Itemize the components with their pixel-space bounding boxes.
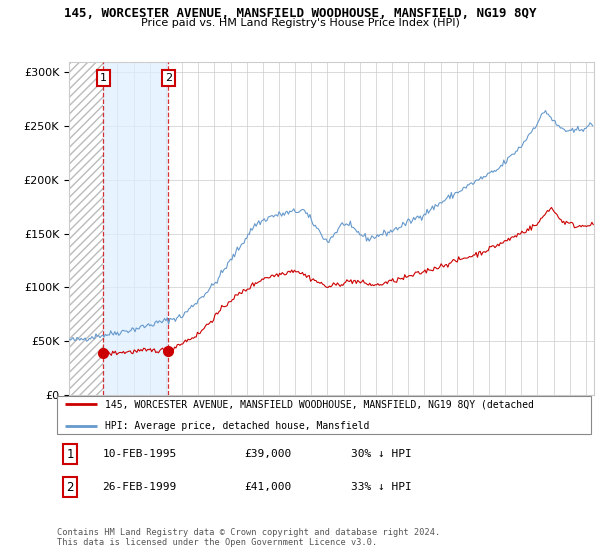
Bar <box>69 62 103 395</box>
Text: 145, WORCESTER AVENUE, MANSFIELD WOODHOUSE, MANSFIELD, NG19 8QY (detached: 145, WORCESTER AVENUE, MANSFIELD WOODHOU… <box>105 399 534 409</box>
Text: 2: 2 <box>165 73 172 83</box>
Text: 2: 2 <box>67 480 74 494</box>
Text: 10-FEB-1995: 10-FEB-1995 <box>103 449 176 459</box>
Text: 145, WORCESTER AVENUE, MANSFIELD WOODHOUSE, MANSFIELD, NG19 8QY: 145, WORCESTER AVENUE, MANSFIELD WOODHOU… <box>64 7 536 20</box>
Bar <box>103 62 169 395</box>
FancyBboxPatch shape <box>57 396 591 434</box>
Text: Contains HM Land Registry data © Crown copyright and database right 2024.
This d: Contains HM Land Registry data © Crown c… <box>57 528 440 547</box>
Text: Price paid vs. HM Land Registry's House Price Index (HPI): Price paid vs. HM Land Registry's House … <box>140 18 460 28</box>
Text: 26-FEB-1999: 26-FEB-1999 <box>103 482 176 492</box>
Text: HPI: Average price, detached house, Mansfield: HPI: Average price, detached house, Mans… <box>105 421 370 431</box>
Text: 1: 1 <box>67 447 74 461</box>
Text: 30% ↓ HPI: 30% ↓ HPI <box>351 449 412 459</box>
Text: 33% ↓ HPI: 33% ↓ HPI <box>351 482 412 492</box>
Text: 1: 1 <box>100 73 107 83</box>
Text: £39,000: £39,000 <box>244 449 291 459</box>
Text: £41,000: £41,000 <box>244 482 291 492</box>
